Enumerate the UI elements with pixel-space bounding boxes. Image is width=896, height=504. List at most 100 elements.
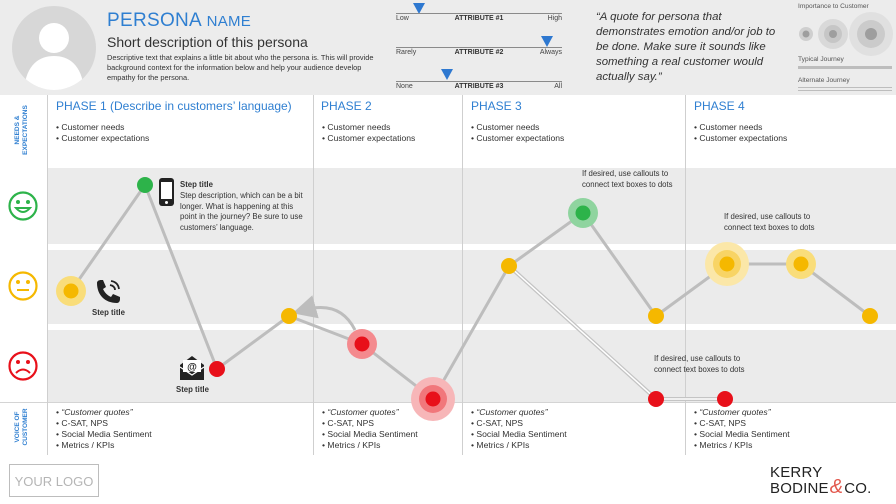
list-item: • C-SAT, NPS — [694, 418, 747, 428]
callout-2: If desired, use callouts to connect text… — [724, 212, 815, 232]
list-item: • Social Media Sentiment — [56, 429, 152, 439]
sad-face-icon — [8, 351, 38, 381]
legend-typical-label: Typical Journey — [798, 56, 844, 63]
phase-1-title: PHASE 1 (Describe in customers’ language… — [56, 99, 292, 113]
logo-text: YOUR LOGO — [14, 474, 94, 489]
journey-dot-10 — [705, 242, 749, 286]
phase-divider-2 — [462, 95, 463, 455]
list-item: • “Customer quotes” — [471, 407, 548, 417]
step-title-phone: Step title — [180, 180, 213, 189]
journey-dot-8 — [568, 198, 598, 228]
brand-ampersand: & — [829, 476, 844, 498]
attribute-1-marker-icon — [413, 3, 425, 14]
attribute-3-scale — [396, 81, 562, 82]
list-item: • Customer needs — [694, 122, 763, 132]
callout-3: If desired, use callouts to connect text… — [654, 354, 745, 374]
persona-short-description: Short description of this persona — [107, 34, 308, 50]
list-item: • “Customer quotes” — [322, 407, 399, 417]
brand-line-2: BODINE&CO. — [770, 476, 872, 498]
phase-3-needs: • Customer needs • Customer expectations — [471, 122, 564, 144]
phase-divider-3 — [685, 95, 686, 455]
step-title-call: Step title — [92, 308, 125, 317]
legend-importance-label: Importance to Customer — [798, 3, 869, 10]
attribute-1-scale — [396, 13, 562, 14]
callout-1: If desired, use callouts to connect text… — [582, 169, 673, 189]
list-item: • Customer needs — [322, 122, 391, 132]
alternate-dot-1 — [648, 391, 664, 407]
brand-logo: KERRY BODINE&CO. — [770, 464, 872, 498]
journey-dot-4 — [281, 308, 297, 324]
phase-divider-1 — [313, 95, 314, 455]
list-item: • C-SAT, NPS — [322, 418, 375, 428]
journey-dot-6 — [411, 377, 455, 421]
attributes-panel: Low ATTRIBUTE #1 High Rarely ATTRIBUTE #… — [396, 0, 562, 95]
list-item: • C-SAT, NPS — [471, 418, 524, 428]
journey-dot-12 — [862, 308, 878, 324]
list-item: • C-SAT, NPS — [56, 418, 109, 428]
list-item: • Metrics / KPIs — [694, 440, 753, 450]
persona-quote: “A quote for persona that demonstrates e… — [596, 11, 776, 83]
attribute-2-name: ATTRIBUTE #2 — [454, 49, 504, 56]
persona-description: Descriptive text that explains a little … — [107, 53, 374, 83]
journey-dot-7 — [501, 258, 517, 274]
happy-band — [48, 168, 896, 244]
svg-text:@: @ — [187, 362, 197, 373]
phone-call-icon — [97, 280, 120, 303]
list-item: • Customer expectations — [322, 133, 416, 143]
persona-title-name: NAME — [206, 13, 252, 30]
persona-title-main: PERSONA — [107, 10, 201, 31]
phase-4-needs: • Customer needs • Customer expectations — [694, 122, 787, 144]
phase-1-voc: • “Customer quotes” • C-SAT, NPS • Socia… — [56, 407, 152, 451]
persona-avatar — [12, 6, 96, 90]
attribute-3-low: None — [396, 83, 413, 90]
neutral-band — [48, 250, 896, 324]
attribute-2-marker-icon — [541, 36, 553, 47]
brand-line-1: KERRY — [770, 464, 823, 481]
importance-legend-icon — [799, 12, 893, 56]
phase-4-title: PHASE 4 — [694, 99, 745, 113]
attribute-3-marker-icon — [441, 69, 453, 80]
list-item: • Social Media Sentiment — [322, 429, 418, 439]
attribute-1-low: Low — [396, 15, 409, 22]
email-icon: @ — [179, 356, 205, 380]
legend-alternate-label: Alternate Journey — [798, 77, 850, 84]
phase-2-title: PHASE 2 — [321, 99, 372, 113]
loop-back-arrow — [292, 295, 357, 331]
phase-3-title: PHASE 3 — [471, 99, 522, 113]
phase-1-needs: • Customer needs • Customer expectations — [56, 122, 149, 144]
journey-dot-1 — [56, 276, 86, 306]
list-item: • Customer needs — [56, 122, 125, 132]
list-item: • Customer expectations — [694, 133, 788, 143]
alternate-journey-path — [507, 264, 725, 401]
phase-2-needs: • Customer needs • Customer expectations — [322, 122, 415, 144]
journey-dot-2 — [137, 177, 153, 193]
neutral-face-icon — [8, 271, 38, 301]
attribute-2-low: Rarely — [396, 49, 417, 56]
journey-dot-5 — [347, 329, 377, 359]
logo-placeholder — [9, 464, 99, 497]
journey-dot-11 — [786, 249, 816, 279]
list-item: • Metrics / KPIs — [471, 440, 530, 450]
attribute-2-high: Always — [539, 49, 562, 56]
alternate-dot-2 — [717, 391, 733, 407]
attribute-3-high: All — [554, 83, 562, 90]
persona-title: PERSONA NAME — [107, 10, 251, 32]
step-description-phone: Step description, which can be a bit lon… — [180, 191, 303, 232]
happy-face-icon — [8, 191, 38, 221]
journey-dot-3 — [209, 361, 225, 377]
attribute-3-name: ATTRIBUTE #3 — [454, 83, 504, 90]
list-item: • Social Media Sentiment — [694, 429, 790, 439]
alternate-journey-line — [798, 87, 892, 91]
step-title-mail: Step title — [176, 385, 209, 394]
list-item: • Customer expectations — [471, 133, 565, 143]
attribute-1-name: ATTRIBUTE #1 — [454, 15, 504, 22]
list-item: • Metrics / KPIs — [322, 440, 381, 450]
typical-journey-line — [798, 66, 892, 69]
journey-dot-9 — [648, 308, 664, 324]
phase-4-voc: • “Customer quotes” • C-SAT, NPS • Socia… — [694, 407, 790, 451]
list-item: • Social Media Sentiment — [471, 429, 567, 439]
list-item: • Customer expectations — [56, 133, 150, 143]
list-item: • “Customer quotes” — [694, 407, 771, 417]
